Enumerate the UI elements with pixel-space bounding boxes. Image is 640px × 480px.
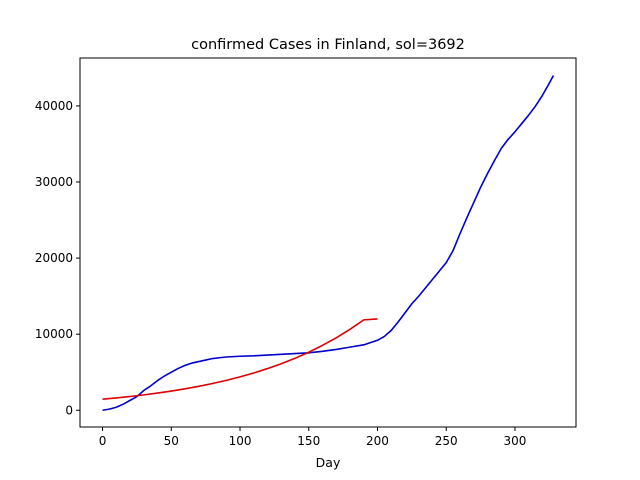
- x-tick-label: 0: [99, 434, 107, 448]
- series-layer: [102, 75, 555, 412]
- x-tick-label: 300: [504, 434, 527, 448]
- y-tick-label: 0: [65, 403, 73, 417]
- series-line-0: [102, 75, 555, 412]
- x-tick-label: 150: [297, 434, 320, 448]
- x-tick-label: 250: [435, 434, 458, 448]
- plot-frame: [79, 57, 577, 428]
- x-tick-label: 200: [366, 434, 389, 448]
- chart-title: confirmed Cases in Finland, sol=3692: [191, 37, 465, 53]
- x-axis-ticks: 0 50 100 150 200 250 300: [99, 427, 527, 448]
- y-tick-label: 40000: [35, 99, 73, 113]
- y-tick-label: 20000: [35, 251, 73, 265]
- x-tick-label: 100: [229, 434, 252, 448]
- series-line-1: [102, 318, 378, 401]
- y-tick-label: 30000: [35, 175, 73, 189]
- y-axis-ticks: 0 10000 20000 30000 40000: [35, 99, 80, 417]
- x-tick-label: 50: [164, 434, 179, 448]
- x-axis-label: Day: [316, 455, 341, 470]
- y-tick-label: 10000: [35, 327, 73, 341]
